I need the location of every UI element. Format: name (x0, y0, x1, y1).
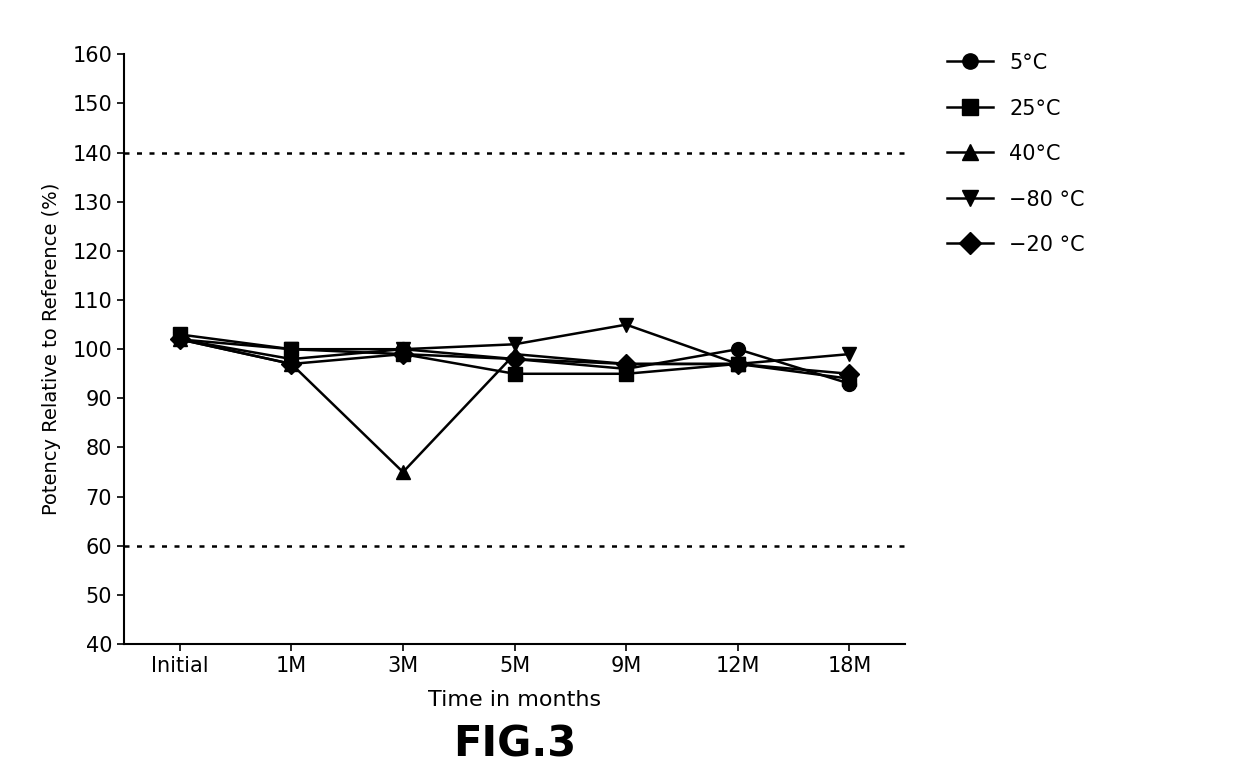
40°C (507, 349, 522, 359)
−20 °C (619, 359, 634, 369)
−80 °C (619, 320, 634, 329)
Line: −80 °C: −80 °C (172, 317, 857, 371)
25°C (507, 369, 522, 379)
40°C (619, 359, 634, 369)
Text: FIG.3: FIG.3 (453, 724, 577, 766)
5°C (842, 379, 857, 388)
25°C (284, 345, 299, 354)
X-axis label: Time in months: Time in months (428, 690, 601, 710)
Line: −20 °C: −20 °C (172, 332, 857, 381)
25°C (396, 349, 410, 359)
Line: 40°C: 40°C (172, 332, 745, 479)
5°C (507, 355, 522, 364)
25°C (730, 359, 745, 369)
Y-axis label: Potency Relative to Reference (%): Potency Relative to Reference (%) (42, 183, 61, 515)
25°C (842, 374, 857, 383)
25°C (172, 330, 187, 339)
40°C (730, 359, 745, 369)
5°C (730, 345, 745, 354)
−80 °C (172, 334, 187, 344)
40°C (172, 334, 187, 344)
−20 °C (396, 349, 410, 359)
Line: 5°C: 5°C (172, 332, 857, 390)
5°C (619, 364, 634, 373)
−80 °C (396, 345, 410, 354)
5°C (172, 334, 187, 344)
Legend: 5°C, 25°C, 40°C, −80 °C, −20 °C: 5°C, 25°C, 40°C, −80 °C, −20 °C (947, 53, 1085, 255)
−20 °C (172, 334, 187, 344)
−20 °C (730, 359, 745, 369)
−80 °C (842, 349, 857, 359)
−20 °C (284, 359, 299, 369)
−80 °C (507, 340, 522, 349)
40°C (396, 467, 410, 476)
−20 °C (507, 355, 522, 364)
−80 °C (730, 359, 745, 369)
−20 °C (842, 369, 857, 379)
−80 °C (284, 345, 299, 354)
25°C (619, 369, 634, 379)
5°C (284, 355, 299, 364)
40°C (284, 359, 299, 369)
5°C (396, 345, 410, 354)
Line: 25°C: 25°C (172, 327, 857, 386)
